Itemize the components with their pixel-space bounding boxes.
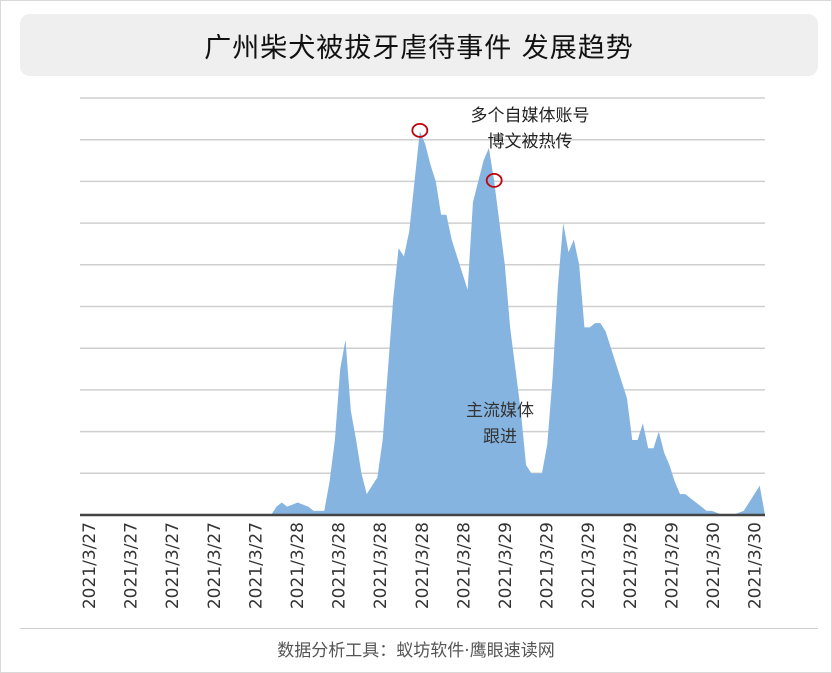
x-tick-label: 2021/3/27 xyxy=(122,522,142,609)
x-tick-label: 2021/3/30 xyxy=(704,522,724,609)
x-tick-label: 2021/3/29 xyxy=(662,522,682,609)
x-tick-label: 2021/3/28 xyxy=(371,522,391,609)
peak-marker-2 xyxy=(485,172,503,188)
peak-marker-1 xyxy=(411,122,429,138)
title-bar: 广州柴犬被拔牙虐待事件 发展趋势 xyxy=(20,14,818,76)
x-tick-label: 2021/3/28 xyxy=(330,522,350,609)
x-tick-label: 2021/3/28 xyxy=(454,522,474,609)
x-tick-label: 2021/3/27 xyxy=(163,522,183,609)
x-tick-label: 2021/3/29 xyxy=(496,522,516,609)
annotation-mainstream-media-line-1: 主流媒体 xyxy=(466,401,534,421)
x-tick-label: 2021/3/29 xyxy=(538,522,558,609)
x-tick-label: 2021/3/27 xyxy=(80,522,100,609)
series-area xyxy=(80,131,765,516)
x-tick-label: 2021/3/29 xyxy=(579,522,599,609)
annotation-mainstream-media: 主流媒体 跟进 xyxy=(440,398,560,450)
annotation-self-media: 多个自媒体账号 博文被热传 xyxy=(450,103,610,155)
footer-source: 数据分析工具：蚁坊软件·鹰眼速读网 xyxy=(277,641,555,661)
x-tick-label: 2021/3/29 xyxy=(621,522,641,609)
annotation-self-media-line-1: 多个自媒体账号 xyxy=(470,106,590,126)
chart-title: 广州柴犬被拔牙虐待事件 发展趋势 xyxy=(204,32,634,64)
annotation-self-media-line-2: 博文被热传 xyxy=(487,132,573,152)
footer-divider xyxy=(20,628,818,629)
x-tick-label: 2021/3/30 xyxy=(746,522,766,609)
x-tick-label: 2021/3/27 xyxy=(246,522,266,609)
x-tick-label: 2021/3/27 xyxy=(205,522,225,609)
annotation-mainstream-media-line-2: 跟进 xyxy=(483,427,517,447)
x-tick-label: 2021/3/28 xyxy=(413,522,433,609)
x-tick-label: 2021/3/28 xyxy=(288,522,308,609)
